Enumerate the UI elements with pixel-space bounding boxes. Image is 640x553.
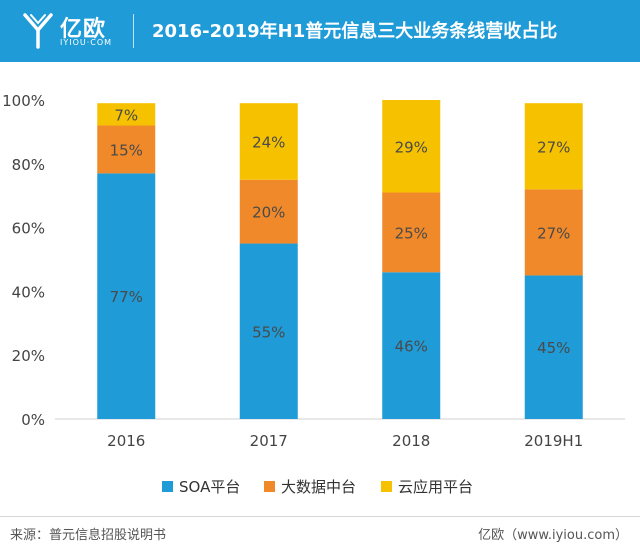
brand-subtitle: IYIOU·COM [60, 38, 113, 47]
x-tick-label: 2017 [250, 432, 288, 450]
x-tick-label: 2019H1 [524, 432, 583, 450]
header-bar: 亿欧 IYIOU·COM 2016-2019年H1普元信息三大业务条线营收占比 [0, 0, 640, 62]
legend-item-cloud: 云应用平台 [381, 476, 473, 497]
legend-label-cloud: 云应用平台 [398, 478, 474, 496]
y-tick-label: 0% [21, 411, 45, 429]
bar-segment [382, 192, 441, 273]
y-tick-label: 100% [2, 92, 45, 110]
iyiou-logo-icon [23, 13, 53, 49]
data-label: 20% [252, 204, 285, 222]
y-tick-label: 20% [12, 347, 45, 365]
logo[interactable]: 亿欧 IYIOU·COM [22, 10, 132, 52]
legend-swatch-soa [162, 481, 173, 492]
y-tick-label: 40% [12, 283, 45, 301]
data-label: 46% [395, 338, 428, 356]
bar-segment [524, 103, 583, 190]
chart-legend: SOA平台 大数据中台 云应用平台 [0, 476, 640, 500]
data-label: 25% [395, 224, 428, 242]
data-label: 24% [252, 133, 285, 151]
chart-title: 2016-2019年H1普元信息三大业务条线营收占比 [152, 21, 558, 42]
legend-label-soa: SOA平台 [179, 478, 241, 496]
bar-segment [97, 125, 156, 174]
y-tick-label: 80% [12, 156, 45, 174]
data-label: 27% [537, 224, 570, 242]
bar-segment [97, 103, 156, 126]
data-label: 45% [537, 339, 570, 357]
legend-label-bigdata: 大数据中台 [281, 478, 357, 496]
brand-name: 亿欧 [60, 17, 107, 42]
bar-segment [239, 243, 298, 419]
data-label: 27% [537, 138, 570, 156]
x-tick-label: 2018 [392, 432, 430, 450]
bar-segment [382, 272, 441, 419]
source-note: 来源：普元信息招股说明书 [10, 528, 167, 543]
site-link[interactable]: 亿欧（www.iyiou.com） [478, 528, 628, 543]
bar-segment [239, 179, 298, 244]
data-label: 29% [395, 138, 428, 156]
data-label: 15% [110, 141, 143, 159]
bar-segment [524, 275, 583, 419]
footer-divider [0, 516, 640, 517]
data-label: 77% [110, 288, 143, 306]
bar-segment [97, 173, 156, 419]
data-label: 55% [252, 323, 285, 341]
x-tick-label: 2016 [107, 432, 145, 450]
bar-segment [239, 103, 298, 180]
stacked-bar-chart: 0% 20% 40% 60% 80% 100% 77% 15% 7% 2016 55% 20% 24% 2… [2, 92, 625, 450]
header-divider [133, 14, 134, 48]
legend-item-bigdata: 大数据中台 [264, 476, 356, 497]
legend-swatch-bigdata [264, 481, 275, 492]
legend-item-soa: SOA平台 [162, 476, 240, 497]
y-tick-label: 60% [12, 220, 45, 238]
legend-swatch-cloud [381, 481, 392, 492]
bar-segment [524, 189, 583, 276]
bar-segment [382, 100, 441, 193]
data-label: 7% [114, 106, 138, 124]
